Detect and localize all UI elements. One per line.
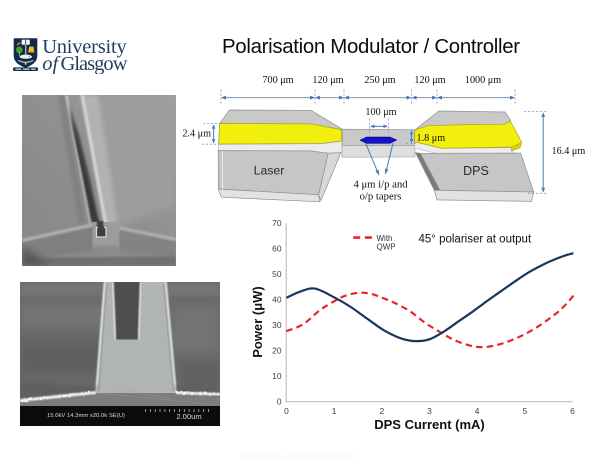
svg-text:100 μm: 100 μm: [365, 107, 396, 118]
svg-text:10: 10: [272, 371, 282, 381]
svg-text:5: 5: [522, 406, 527, 416]
svg-text:1000 μm: 1000 μm: [465, 75, 501, 86]
svg-text:DPS Current (mA): DPS Current (mA): [374, 417, 485, 432]
svg-text:70: 70: [272, 218, 282, 228]
svg-text:30: 30: [272, 320, 282, 330]
svg-text:2: 2: [379, 406, 384, 416]
svg-text:700 μm: 700 μm: [262, 75, 293, 86]
svg-text:50: 50: [272, 269, 282, 279]
svg-text:With: With: [377, 234, 393, 243]
svg-text:University: University: [42, 36, 127, 58]
svg-text:120 μm: 120 μm: [414, 75, 445, 86]
svg-text:250 μm: 250 μm: [364, 75, 395, 86]
svg-text:2.4 μm: 2.4 μm: [182, 129, 211, 140]
svg-text:20: 20: [272, 346, 282, 356]
svg-text:1: 1: [332, 406, 337, 416]
svg-text:QWP: QWP: [377, 243, 396, 252]
svg-text:Power (μW): Power (μW): [250, 286, 265, 358]
svg-text:2.00um: 2.00um: [176, 412, 201, 421]
svg-text:4: 4: [475, 406, 480, 416]
svg-text:o/p tapers: o/p tapers: [360, 191, 402, 203]
svg-text:4 μm i/p and: 4 μm i/p and: [353, 179, 408, 191]
svg-text:16.4 μm: 16.4 μm: [552, 146, 586, 157]
svg-text:DPS: DPS: [463, 164, 489, 178]
svg-text:1.8 μm: 1.8 μm: [417, 133, 446, 144]
svg-text:120 μm: 120 μm: [312, 75, 343, 86]
svg-text:0: 0: [284, 406, 289, 416]
svg-text:40: 40: [272, 295, 282, 305]
svg-text:0: 0: [277, 397, 282, 407]
svg-text:3: 3: [427, 406, 432, 416]
svg-text:15.0kV 14.3mm x20.0k SE(U): 15.0kV 14.3mm x20.0k SE(U): [47, 413, 125, 419]
svg-text:6: 6: [570, 406, 575, 416]
svg-text:of: of: [42, 53, 61, 74]
svg-text:Laser: Laser: [254, 164, 285, 178]
svg-text:Glasgow: Glasgow: [61, 53, 128, 74]
svg-text:60: 60: [272, 244, 282, 254]
svg-text:45° polariser at output: 45° polariser at output: [419, 234, 532, 246]
